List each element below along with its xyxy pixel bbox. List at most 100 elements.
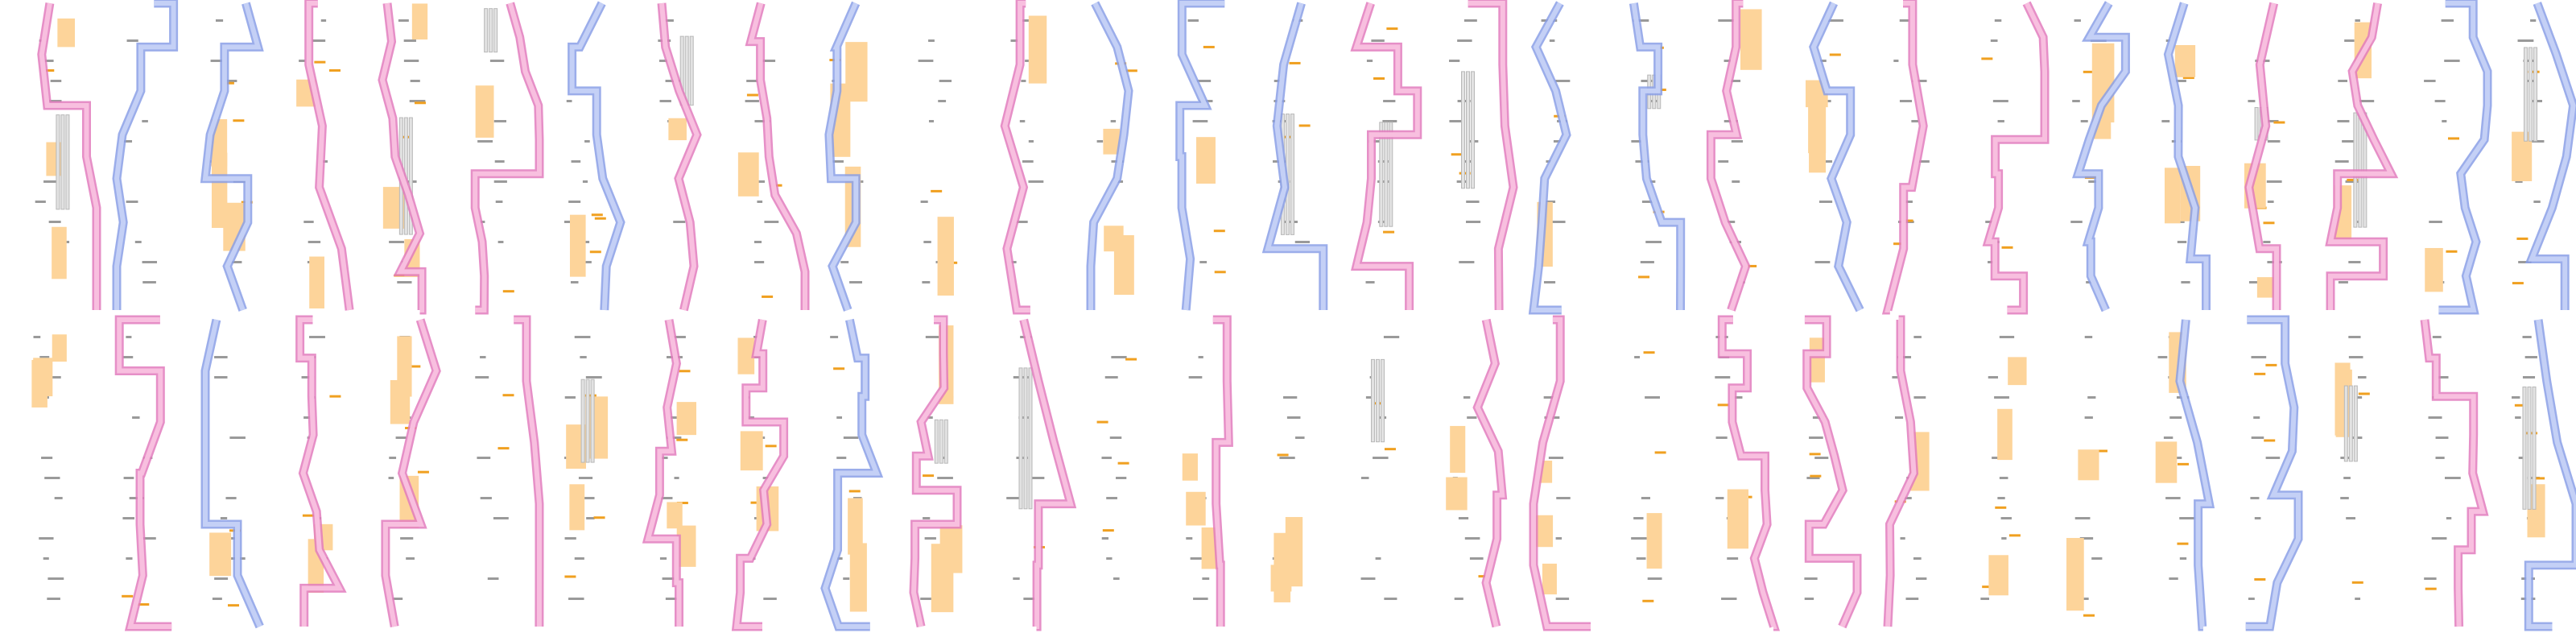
tiny-label bbox=[1997, 120, 2004, 122]
tiny-label bbox=[1911, 120, 1919, 122]
tiny-label bbox=[2345, 180, 2361, 183]
orange-tick bbox=[328, 68, 341, 72]
tiny-label bbox=[1994, 19, 2002, 22]
tiny-label bbox=[564, 221, 572, 223]
orange-tick bbox=[1289, 61, 1301, 64]
orange-box bbox=[2256, 277, 2274, 298]
tiny-label bbox=[1109, 436, 1122, 439]
tiny-label bbox=[1101, 457, 1112, 459]
tiny-label bbox=[672, 336, 686, 338]
tiny-label bbox=[123, 477, 134, 479]
tiny-label bbox=[1641, 497, 1650, 499]
orange-tick bbox=[2514, 403, 2526, 407]
tiny-label bbox=[1814, 261, 1831, 263]
tiny-label bbox=[2522, 376, 2536, 379]
orange-box bbox=[668, 118, 687, 141]
tiny-label bbox=[1893, 60, 1899, 62]
tiny-label bbox=[670, 416, 683, 419]
tiny-label bbox=[2163, 436, 2174, 439]
band-fill bbox=[822, 319, 881, 629]
tiny-label bbox=[2079, 537, 2094, 540]
tiny-label bbox=[2356, 396, 2363, 399]
gray-bar bbox=[689, 35, 694, 106]
tiny-label bbox=[1827, 19, 1843, 22]
orange-box bbox=[309, 256, 324, 309]
orange-tick bbox=[762, 295, 774, 298]
tiny-label bbox=[2441, 19, 2454, 22]
orange-tick bbox=[1893, 242, 1905, 246]
tiny-label bbox=[2080, 120, 2088, 122]
tiny-label bbox=[1360, 577, 1376, 580]
tiny-label bbox=[493, 120, 506, 122]
tiny-label bbox=[836, 416, 843, 419]
tiny-label bbox=[763, 598, 777, 600]
orange-box bbox=[52, 334, 67, 362]
tiny-label bbox=[1999, 336, 2015, 338]
tiny-label bbox=[585, 376, 602, 379]
gray-bar bbox=[1384, 122, 1389, 227]
orange-tick bbox=[1643, 351, 1655, 354]
tiny-label bbox=[2357, 376, 2367, 379]
gray-bar bbox=[580, 379, 585, 463]
orange-tick bbox=[1279, 135, 1291, 139]
tiny-label bbox=[754, 241, 762, 243]
band-fill bbox=[2526, 319, 2576, 629]
tiny-label bbox=[836, 557, 843, 560]
orange-tick bbox=[1214, 271, 1226, 274]
band-fill bbox=[1631, 2, 1683, 311]
tiny-label bbox=[134, 241, 142, 243]
tiny-label bbox=[1029, 477, 1045, 479]
tiny-label bbox=[1283, 396, 1298, 399]
orange-tick bbox=[1102, 529, 1114, 532]
tiny-label bbox=[477, 457, 491, 459]
tiny-label bbox=[126, 201, 138, 203]
tiny-label bbox=[309, 336, 325, 338]
tiny-label bbox=[2000, 517, 2012, 519]
tiny-label bbox=[2431, 537, 2447, 540]
tiny-label bbox=[1366, 60, 1373, 62]
tiny-label bbox=[2344, 39, 2355, 42]
gray-bar bbox=[1461, 71, 1466, 189]
orange-box bbox=[209, 532, 232, 577]
tiny-label bbox=[1732, 180, 1740, 183]
tiny-label bbox=[1640, 261, 1654, 263]
tiny-label bbox=[39, 356, 50, 358]
band-outline bbox=[1468, 0, 1518, 311]
tiny-label bbox=[308, 241, 321, 243]
tiny-label bbox=[753, 180, 766, 183]
orange-box bbox=[569, 214, 586, 277]
tiny-label bbox=[2264, 120, 2279, 122]
orange-tick bbox=[1451, 153, 1463, 156]
orange-tick bbox=[2083, 614, 2095, 617]
band-fill bbox=[910, 317, 960, 627]
tiny-label bbox=[1631, 140, 1645, 143]
tiny-label bbox=[2348, 336, 2361, 338]
tiny-label bbox=[1543, 396, 1555, 399]
tiny-label bbox=[2088, 180, 2099, 183]
tiny-label bbox=[923, 241, 931, 243]
gray-bar bbox=[1471, 71, 1476, 189]
band-fill bbox=[2165, 2, 2209, 310]
orange-tick bbox=[1373, 77, 1385, 81]
orange-box bbox=[1104, 225, 1124, 252]
tiny-label bbox=[1383, 336, 1400, 338]
tiny-label bbox=[836, 457, 847, 459]
tiny-label bbox=[2524, 356, 2537, 358]
tiny-label bbox=[1023, 598, 1035, 600]
gray-bar bbox=[56, 114, 60, 210]
tiny-label bbox=[2248, 100, 2256, 102]
tiny-label bbox=[392, 598, 403, 600]
tiny-label bbox=[1382, 120, 1397, 122]
tiny-label bbox=[1020, 19, 1033, 22]
orange-tick bbox=[1125, 358, 1137, 361]
tiny-label bbox=[2177, 241, 2187, 243]
tiny-label bbox=[849, 281, 862, 283]
orange-box bbox=[1182, 453, 1198, 481]
orange-box bbox=[1997, 408, 2013, 461]
tiny-label bbox=[47, 598, 60, 600]
tiny-label bbox=[299, 60, 306, 62]
gray-bar bbox=[1380, 358, 1385, 443]
tiny-label bbox=[2355, 598, 2361, 600]
orange-tick bbox=[329, 395, 341, 398]
tiny-label bbox=[1467, 416, 1477, 419]
